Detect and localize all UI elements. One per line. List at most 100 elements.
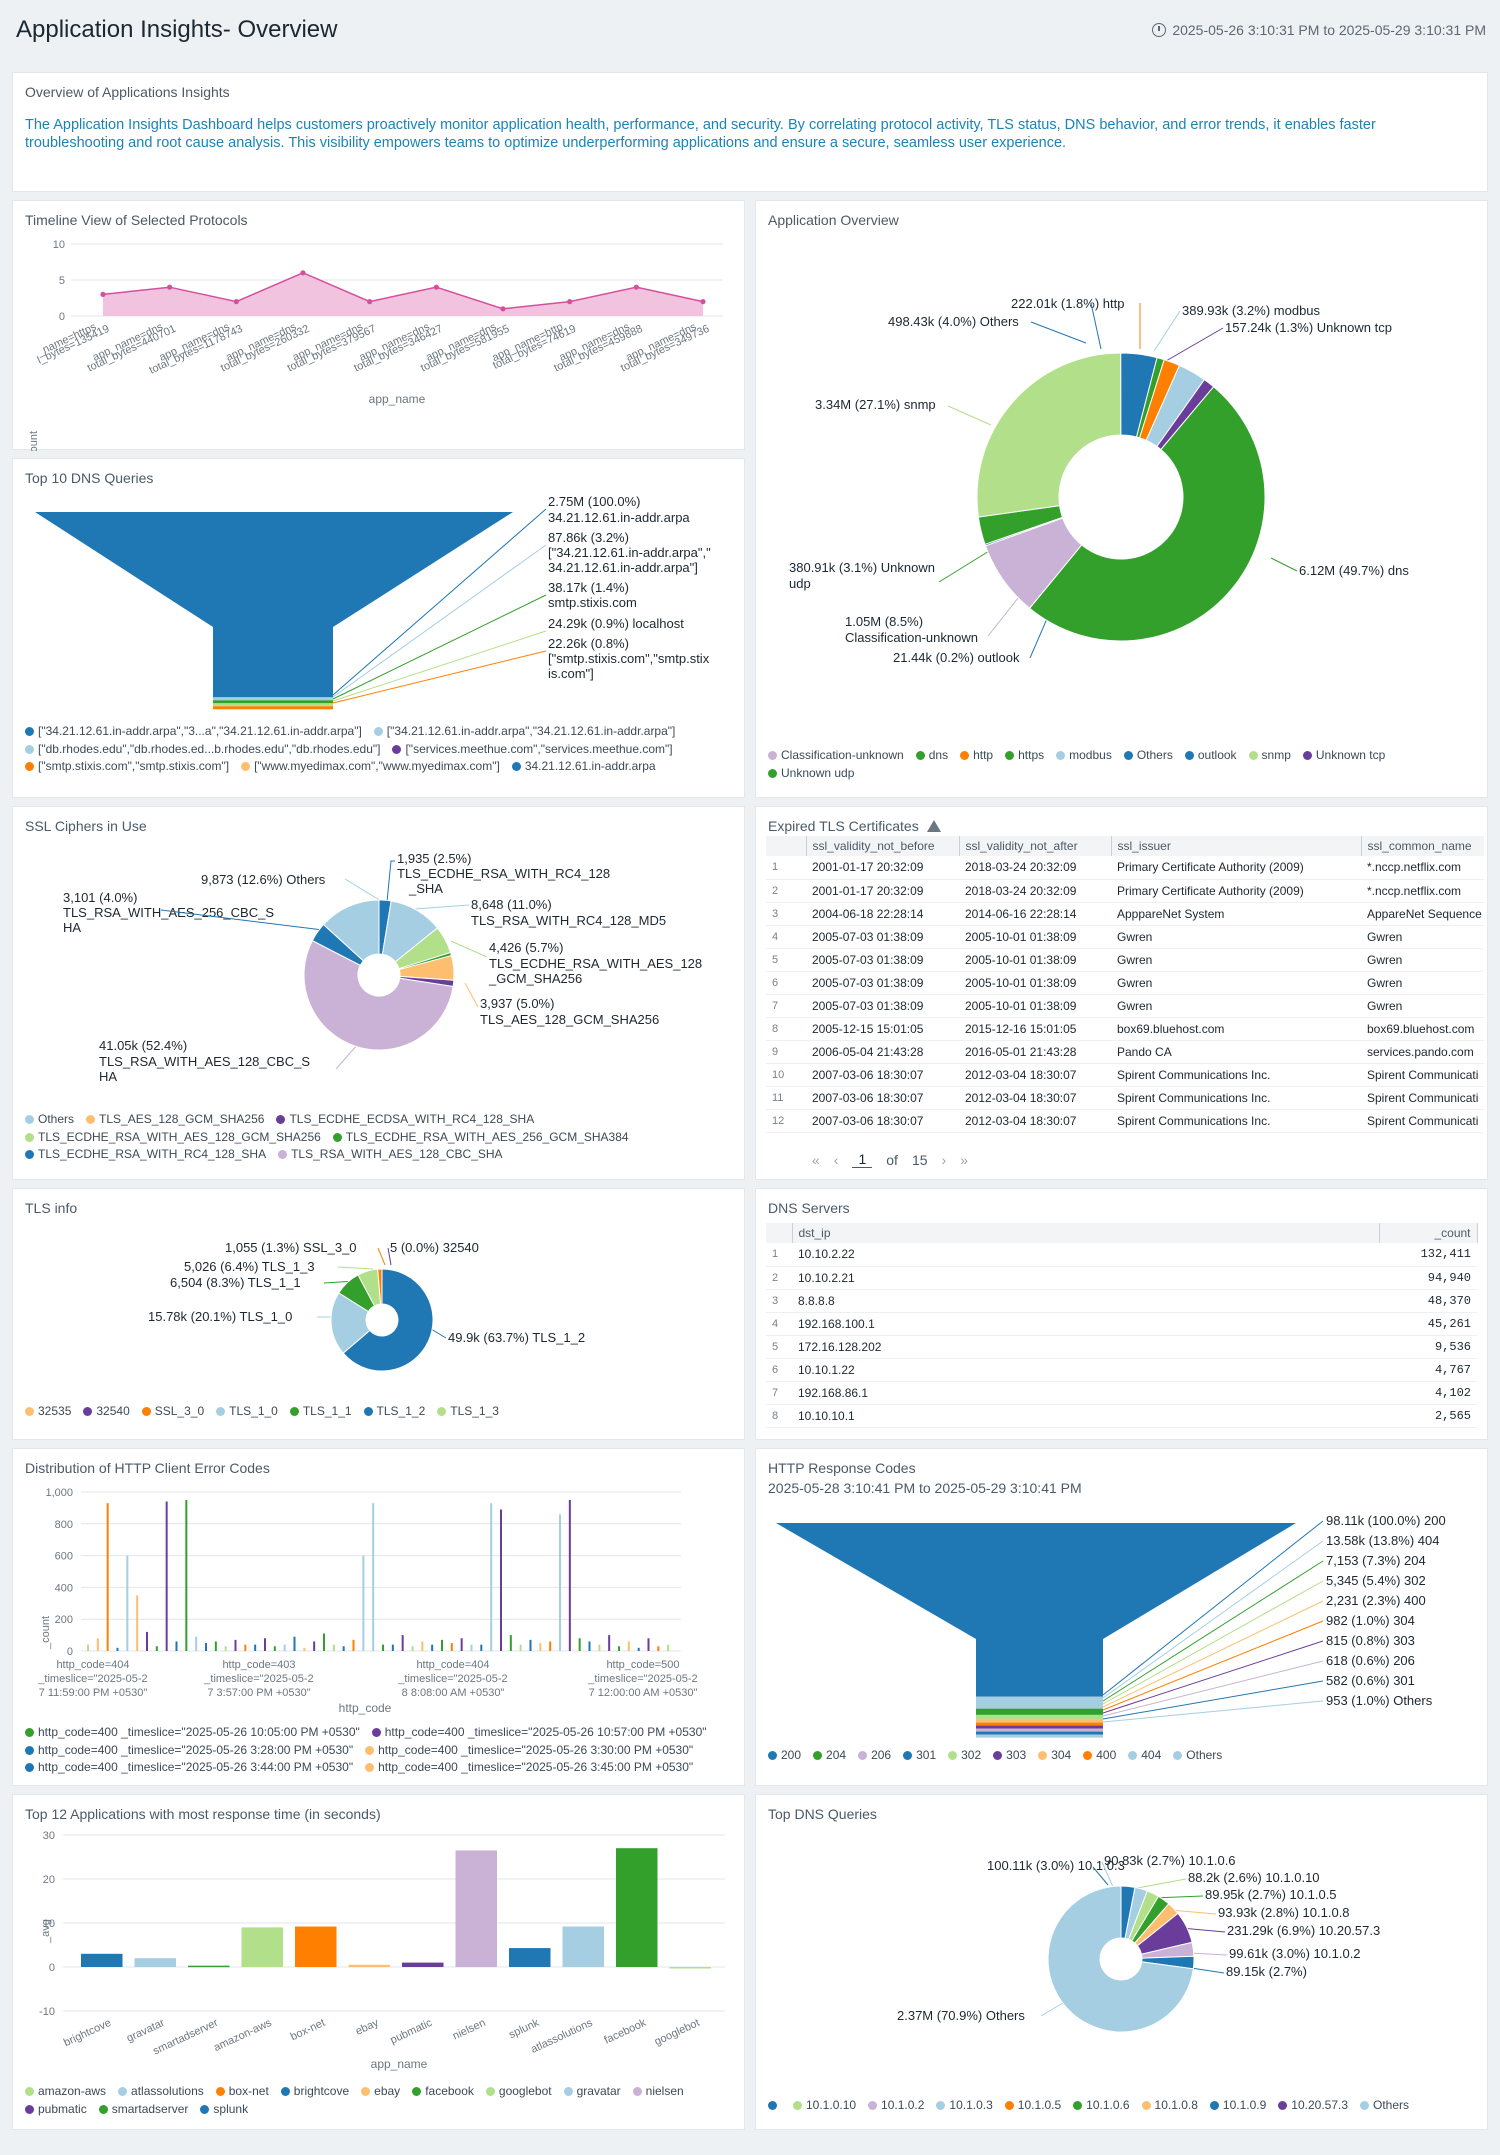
bar[interactable] — [293, 1636, 296, 1651]
data-point[interactable] — [233, 299, 239, 305]
legend-item[interactable]: 10.1.0.10 — [793, 2097, 856, 2115]
legend-item[interactable]: 304 — [1038, 1747, 1071, 1765]
bar[interactable] — [185, 1499, 188, 1651]
bar[interactable] — [372, 1503, 375, 1651]
legend-item[interactable]: Others — [1173, 1747, 1222, 1765]
column-header[interactable]: dst_ip — [792, 1223, 1380, 1243]
bar[interactable] — [549, 1641, 552, 1651]
bar[interactable] — [106, 1503, 109, 1651]
column-header[interactable]: ssl_validity_not_after — [959, 836, 1112, 856]
bar[interactable] — [441, 1639, 443, 1651]
bar[interactable] — [411, 1646, 414, 1651]
bar[interactable] — [362, 1555, 365, 1651]
next-page-icon[interactable]: › — [941, 1151, 947, 1168]
data-point[interactable] — [500, 306, 506, 312]
table-row[interactable]: 11 2007-03-06 18:30:07 2012-03-04 18:30:07… — [766, 1086, 1484, 1110]
bar[interactable] — [391, 1644, 394, 1651]
bar[interactable] — [490, 1503, 493, 1651]
legend-item[interactable]: 34.21.12.61.in-addr.arpa — [511, 758, 656, 776]
bar[interactable] — [146, 1631, 148, 1651]
legend-item[interactable]: 10.20.57.3 — [1278, 2097, 1348, 2115]
legend-item[interactable]: ebay — [361, 2083, 400, 2101]
legend-item[interactable]: ["34.21.12.61.in-addr.arpa","3...a","34.… — [25, 723, 362, 741]
legend-item[interactable]: SSL_3_0 — [141, 1403, 204, 1421]
pie-slice-snmp[interactable] — [976, 352, 1122, 518]
bar[interactable] — [205, 1643, 207, 1651]
legend-item[interactable]: 303 — [993, 1747, 1026, 1765]
legend-item[interactable]: brightcove — [280, 2083, 349, 2101]
legend-item[interactable]: snmp — [1248, 747, 1291, 765]
bar[interactable] — [382, 1644, 384, 1651]
legend-item[interactable]: http_code=400 _timeslice="2025-05-26 3:2… — [25, 1742, 353, 1760]
bar[interactable] — [450, 1643, 453, 1651]
data-point[interactable] — [567, 299, 573, 305]
legend-item[interactable]: 301 — [903, 1747, 936, 1765]
legend-item[interactable]: Others — [1123, 747, 1173, 765]
bar[interactable] — [87, 1644, 89, 1651]
legend-item[interactable]: ["services.meethue.com","services.meethu… — [392, 741, 673, 759]
funnel-segment[interactable] — [213, 697, 333, 701]
bar[interactable] — [509, 1635, 512, 1651]
last-page-icon[interactable]: » — [960, 1151, 968, 1168]
bar[interactable] — [254, 1644, 257, 1651]
bar[interactable] — [421, 1641, 424, 1651]
legend-item[interactable]: outlook — [1184, 747, 1237, 765]
bar[interactable] — [126, 1555, 129, 1651]
expired-tls-table-viewport[interactable]: ssl_validity_not_before ssl_validity_not_… — [766, 836, 1484, 1152]
legend-item[interactable]: http — [960, 747, 993, 765]
bar[interactable] — [568, 1499, 571, 1651]
bar[interactable] — [667, 1644, 670, 1651]
bar[interactable] — [214, 1641, 217, 1651]
funnel-segment[interactable] — [976, 1734, 1103, 1738]
table-row[interactable]: 5 2005-07-03 01:38:09 2005-10-01 01:38:09 G… — [766, 948, 1484, 972]
legend-item[interactable]: 10.1.0.9 — [1209, 2097, 1266, 2115]
bar[interactable] — [588, 1641, 591, 1651]
legend-item[interactable]: http_code=400 _timeslice="2025-05-26 3:3… — [365, 1742, 693, 1760]
legend-item[interactable]: TLS_1_1 — [289, 1403, 352, 1421]
pie-slice-tls-rsa-with-aes-128-cbc-sha[interactable] — [303, 939, 454, 1051]
bar[interactable] — [539, 1643, 542, 1651]
bar[interactable] — [244, 1644, 247, 1651]
bar[interactable] — [460, 1638, 463, 1651]
legend-item[interactable]: TLS_ECDHE_RSA_WITH_AES_256_GCM_SHA384 — [332, 1129, 629, 1147]
legend-item[interactable]: amazon-aws — [25, 2083, 106, 2101]
funnel-segment[interactable] — [213, 700, 333, 704]
bar[interactable] — [578, 1638, 581, 1651]
legend-item[interactable]: facebook — [412, 2083, 474, 2101]
funnel-segment[interactable] — [976, 1722, 1103, 1726]
funnel-top[interactable] — [776, 1523, 1296, 1639]
table-row[interactable]: 2 10.10.2.21 94,940 — [766, 1266, 1477, 1290]
bar[interactable] — [559, 1514, 561, 1651]
bar-pubmatic[interactable] — [402, 1962, 444, 1967]
column-header[interactable]: _count — [1379, 1223, 1478, 1243]
bar[interactable] — [175, 1641, 178, 1651]
funnel-segment[interactable] — [976, 1714, 1103, 1720]
bar[interactable] — [470, 1644, 473, 1651]
legend-item[interactable]: 206 — [858, 1747, 891, 1765]
legend-item[interactable]: http_code=400 _timeslice="2025-05-26 3:4… — [25, 1759, 353, 1777]
bar-gravatar[interactable] — [134, 1958, 177, 1967]
legend-item[interactable]: pubmatic — [25, 2101, 87, 2119]
bar[interactable] — [283, 1644, 286, 1651]
column-header[interactable]: ssl_issuer — [1111, 836, 1362, 856]
bar[interactable] — [332, 1644, 335, 1651]
funnel-segment[interactable] — [976, 1719, 1103, 1723]
funnel-segment[interactable] — [976, 1728, 1103, 1732]
legend-item[interactable]: TLS_ECDHE_RSA_WITH_AES_128_GCM_SHA256 — [25, 1129, 321, 1147]
table-row[interactable]: 4 2005-07-03 01:38:09 2005-10-01 01:38:09 G… — [766, 925, 1484, 949]
legend-item[interactable]: ["www.myedimax.com","www.myedimax.com"] — [241, 758, 500, 776]
data-point[interactable] — [433, 284, 439, 290]
pie-slice-others[interactable] — [322, 899, 380, 962]
legend-item[interactable]: Unknown udp — [768, 765, 854, 783]
legend-item[interactable]: 32540 — [83, 1403, 130, 1421]
funnel-segment[interactable] — [976, 1725, 1103, 1729]
legend-item[interactable]: TLS_1_2 — [363, 1403, 425, 1421]
pie-slice-others[interactable] — [1047, 1885, 1194, 2033]
data-point[interactable] — [167, 284, 173, 290]
legend-item[interactable]: 10.1.0.2 — [868, 2097, 924, 2115]
column-header[interactable] — [766, 836, 807, 856]
prev-page-icon[interactable]: ‹ — [833, 1151, 839, 1168]
bar[interactable] — [342, 1646, 345, 1651]
table-row[interactable]: 8 2005-12-15 15:01:05 2015-12-16 15:01:05 b… — [766, 1017, 1484, 1041]
bar-amazon-aws[interactable] — [241, 1927, 284, 1967]
